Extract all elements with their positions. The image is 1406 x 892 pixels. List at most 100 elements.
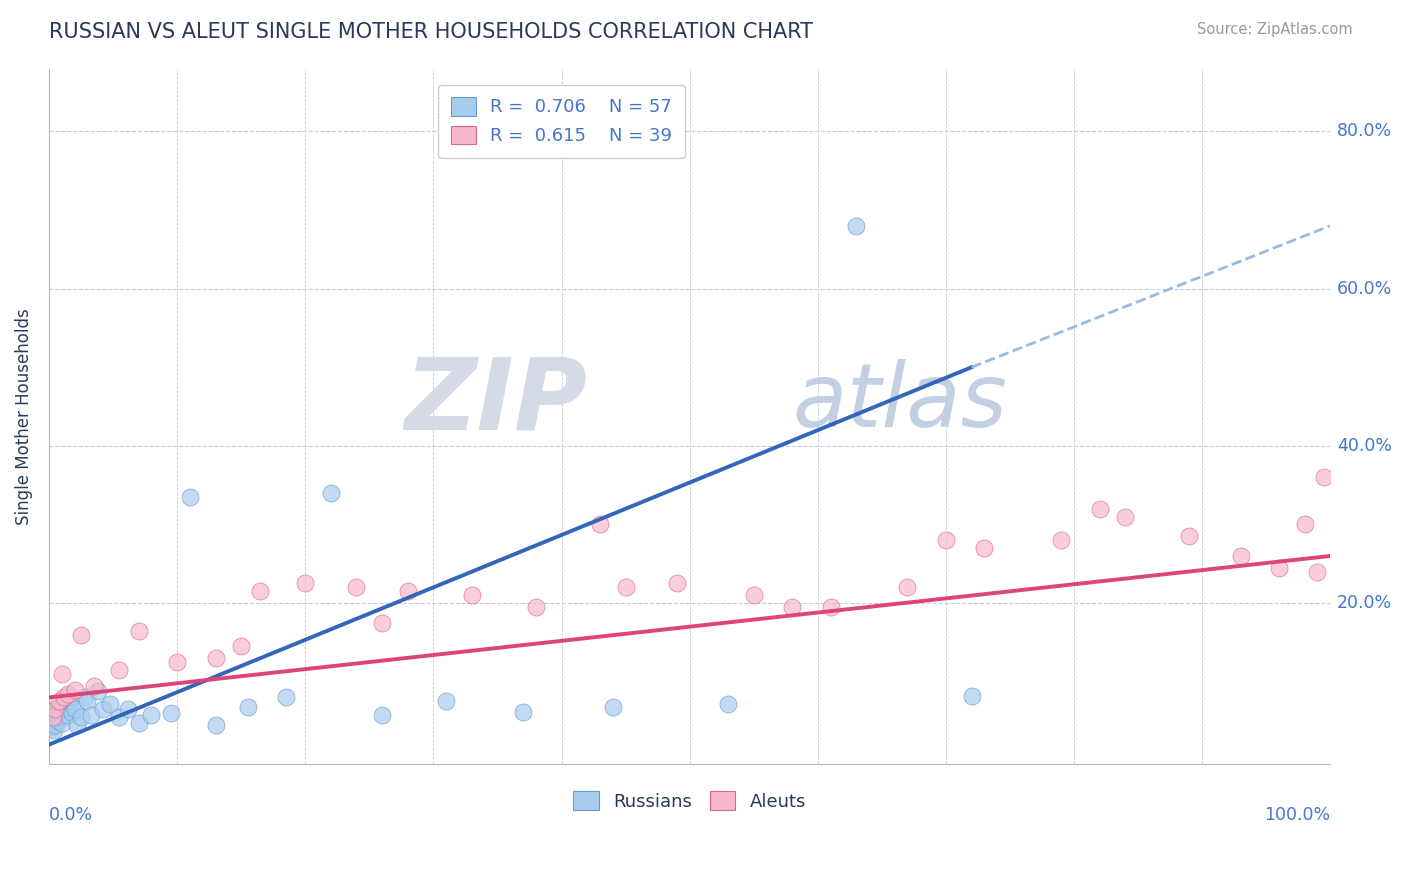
Point — [52, 697, 75, 711]
Point — [204, 718, 226, 732]
Point — [896, 581, 918, 595]
Point — [60, 706, 83, 721]
Text: 100.0%: 100.0% — [1264, 806, 1330, 824]
Point — [42, 713, 65, 727]
Point — [41, 710, 63, 724]
Point — [44, 718, 66, 732]
Point — [42, 705, 65, 719]
Point — [346, 581, 368, 595]
Point — [91, 702, 114, 716]
Point — [42, 709, 65, 723]
Point — [159, 706, 181, 721]
Point — [108, 710, 131, 724]
Point — [63, 682, 86, 697]
Point — [63, 702, 86, 716]
Y-axis label: Single Mother Households: Single Mother Households — [15, 308, 32, 524]
Point — [141, 707, 163, 722]
Text: 40.0%: 40.0% — [1337, 437, 1392, 455]
Point — [1306, 565, 1329, 579]
Point — [76, 694, 98, 708]
Point — [51, 715, 73, 730]
Text: 0.0%: 0.0% — [49, 806, 93, 824]
Point — [55, 699, 77, 714]
Point — [166, 655, 188, 669]
Point — [49, 702, 72, 716]
Point — [1114, 509, 1136, 524]
Point — [236, 699, 259, 714]
Text: 80.0%: 80.0% — [1337, 122, 1392, 140]
Point — [42, 720, 65, 734]
Point — [742, 588, 765, 602]
Point — [44, 703, 66, 717]
Point — [58, 694, 80, 708]
Point — [51, 698, 73, 713]
Point — [820, 600, 842, 615]
Point — [371, 707, 394, 722]
Point — [42, 707, 65, 722]
Point — [45, 706, 67, 721]
Point — [665, 576, 688, 591]
Point — [41, 706, 63, 721]
Text: Source: ZipAtlas.com: Source: ZipAtlas.com — [1197, 22, 1353, 37]
Point — [42, 710, 65, 724]
Point — [44, 702, 66, 716]
Point — [780, 600, 803, 615]
Point — [935, 533, 957, 548]
Point — [70, 710, 93, 724]
Point — [44, 707, 66, 722]
Point — [48, 699, 70, 714]
Point — [128, 624, 150, 638]
Point — [602, 699, 624, 714]
Point — [524, 600, 547, 615]
Point — [53, 702, 76, 716]
Point — [108, 663, 131, 677]
Point — [66, 718, 89, 732]
Point — [45, 710, 67, 724]
Point — [1268, 560, 1291, 574]
Text: atlas: atlas — [792, 359, 1007, 445]
Point — [42, 723, 65, 738]
Point — [73, 690, 96, 705]
Text: 60.0%: 60.0% — [1337, 280, 1392, 298]
Point — [589, 517, 612, 532]
Point — [1229, 549, 1251, 563]
Point — [100, 697, 122, 711]
Point — [86, 684, 108, 698]
Point — [128, 715, 150, 730]
Point — [83, 679, 105, 693]
Point — [204, 651, 226, 665]
Point — [434, 694, 457, 708]
Point — [231, 640, 253, 654]
Point — [973, 541, 995, 555]
Point — [512, 705, 534, 719]
Point — [371, 615, 394, 630]
Point — [49, 707, 72, 722]
Point — [1178, 529, 1201, 543]
Point — [46, 702, 69, 716]
Point — [1088, 501, 1111, 516]
Point — [51, 666, 73, 681]
Point — [39, 718, 62, 732]
Point — [461, 588, 484, 602]
Point — [319, 486, 342, 500]
Point — [80, 707, 103, 722]
Point — [1313, 470, 1336, 484]
Text: 20.0%: 20.0% — [1337, 594, 1392, 612]
Point — [396, 584, 419, 599]
Point — [179, 490, 201, 504]
Point — [717, 697, 740, 711]
Point — [39, 714, 62, 728]
Point — [41, 715, 63, 730]
Point — [58, 686, 80, 700]
Point — [845, 219, 868, 233]
Point — [70, 627, 93, 641]
Point — [48, 694, 70, 708]
Point — [117, 702, 139, 716]
Point — [960, 689, 983, 703]
Text: ZIP: ZIP — [404, 354, 588, 451]
Point — [249, 584, 271, 599]
Point — [274, 690, 297, 705]
Point — [1294, 517, 1316, 532]
Point — [1050, 533, 1073, 548]
Point — [614, 581, 637, 595]
